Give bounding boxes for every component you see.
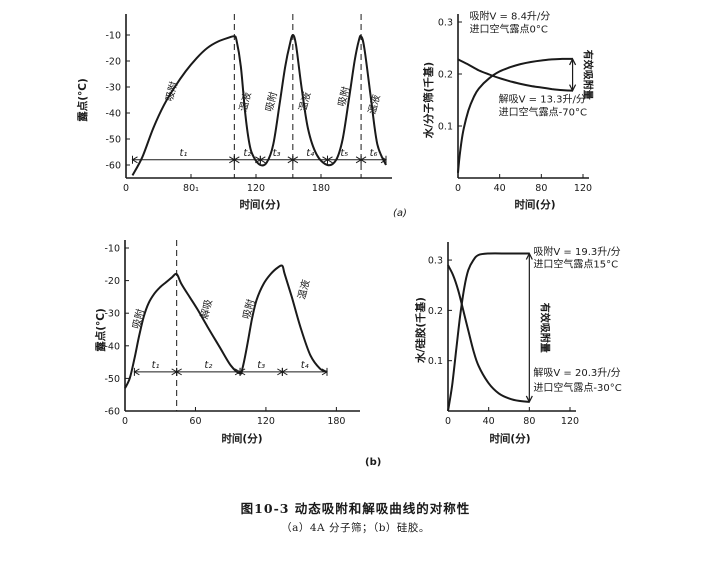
y-axis-title: 露点(°C)	[94, 308, 107, 352]
y-axis-title: 水/分子筛(千基)	[422, 62, 435, 139]
x-axis-title: 时间(分)	[221, 432, 262, 445]
segment-label: 吸附	[335, 85, 353, 108]
x-tick-label: 120	[257, 416, 275, 427]
bracket-arrowhead-bottom	[525, 395, 533, 404]
x-tick-label: 120	[247, 183, 265, 194]
y-tick-label: -40	[105, 109, 121, 120]
x-tick-label: 180	[327, 416, 345, 427]
interval-label: t₃	[273, 148, 281, 159]
segment-label: 温液	[365, 93, 383, 116]
chart-b-right-capacity: 0 40 80 120 0.1 0.2 0.3 时间(分) 水/硅胶(千基) 吸附V = 19.3…	[414, 242, 622, 445]
y-axis-title: 露点(°C)	[76, 78, 89, 122]
bracket-label: 有效吸附量	[538, 303, 551, 353]
x-tick-label: 80	[523, 416, 535, 427]
bracket-arrowhead-top	[525, 252, 533, 260]
y-tick-label: -50	[105, 135, 121, 146]
condition-note: 进口空气露点0°C	[469, 22, 547, 35]
y-axis-title: 水/硅胶(千基)	[414, 297, 427, 364]
x-tick-label: 60	[189, 416, 201, 427]
y-tick-label: -60	[105, 161, 121, 172]
interval-label: t₆	[370, 148, 378, 159]
y-tick-label: -10	[104, 244, 120, 255]
y-tick-label: -20	[105, 57, 121, 68]
panel-label-a: (a)	[393, 208, 407, 219]
condition-note: 进口空气露点15°C	[533, 258, 618, 271]
segment-label: 吸附	[240, 298, 258, 321]
series-line-1	[447, 264, 530, 403]
y-tick-label: -20	[104, 276, 120, 287]
bracket-arrowhead-bottom	[569, 84, 577, 92]
chart-b-left-dewpoint: 0 60 120 180 -10 -20 -30 -40 -50 -60 时间(分) 露点(°C) t₁…	[94, 240, 360, 445]
x-tick-label: 40	[483, 416, 495, 427]
y-tick-label: -30	[104, 309, 120, 320]
x-tick-label: 80	[535, 183, 547, 194]
x-axis-title: 时间(分)	[489, 432, 530, 445]
condition-note: 进口空气露点-30°C	[533, 381, 621, 394]
condition-note: 吸附V = 8.4升/分	[469, 9, 550, 22]
x-tick-label: 0	[445, 416, 451, 427]
condition-note: 解吸V = 13.3升/分	[499, 93, 586, 106]
bracket-arrowhead-top	[569, 57, 577, 66]
segment-label: 吸附	[163, 80, 181, 103]
chart-a-left-dewpoint: 0 80₁ 120 180 -10 -20 -30 -40 -50 -60 时间(分) 露点(°C) t…	[76, 14, 392, 211]
condition-note: 解吸V = 20.3升/分	[533, 366, 620, 379]
segment-label: 温液	[236, 90, 254, 113]
x-axis-title: 时间(分)	[514, 198, 555, 211]
series-line-0	[124, 264, 328, 389]
segment-label: 温液	[295, 278, 313, 301]
figure-caption-title: 图10-3 动态吸附和解吸曲线的对称性	[240, 501, 471, 516]
y-tick-label: 0.1	[428, 356, 443, 367]
x-tick-label: 80₁	[183, 183, 199, 194]
y-tick-label: 0.2	[428, 306, 443, 317]
y-tick-label: -60	[104, 407, 120, 418]
condition-note: 进口空气露点-70°C	[499, 106, 587, 119]
x-tick-label: 180	[312, 183, 330, 194]
y-tick-label: -10	[105, 31, 121, 42]
y-tick-label: 0.1	[438, 122, 453, 133]
segment-label: 吸附	[262, 90, 280, 113]
figure-caption-subtitle: （a）4A 分子筛；（b）硅胶。	[281, 522, 430, 534]
y-tick-label: -30	[105, 83, 121, 94]
interval-label: t₁	[152, 360, 160, 371]
segment-label: 吸附	[129, 307, 147, 330]
x-tick-label: 0	[455, 183, 461, 194]
panel-label-b: (b)	[365, 457, 381, 468]
interval-label: t₁	[179, 148, 187, 159]
segment-label: 温液	[296, 90, 314, 113]
y-tick-label: -40	[104, 341, 120, 352]
interval-label: t₄	[306, 148, 314, 159]
y-tick-label: 0.3	[438, 18, 453, 29]
y-tick-label: -50	[104, 374, 120, 385]
y-tick-label: 0.3	[428, 256, 443, 267]
x-axis-title: 时间(分)	[239, 198, 280, 211]
y-tick-label: 0.2	[438, 70, 453, 81]
interval-label: t₃	[257, 360, 265, 371]
series-line-1	[457, 57, 573, 173]
x-tick-label: 120	[561, 416, 579, 427]
x-tick-label: 0	[123, 183, 129, 194]
interval-label: t₂	[204, 360, 212, 371]
series-line-0	[447, 252, 530, 412]
x-tick-label: 0	[122, 416, 128, 427]
interval-label: t₅	[340, 148, 348, 159]
bracket-label: 有效吸附量	[582, 50, 595, 100]
segment-label: 解吸	[197, 298, 215, 321]
chart-a-right-capacity: 0 40 80 120 0.1 0.2 0.3 时间(分) 水/分子筛(千基) 吸附V = 8.4…	[422, 9, 595, 211]
series-line-0	[457, 58, 573, 92]
x-tick-label: 40	[494, 183, 506, 194]
interval-label: t₄	[301, 360, 309, 371]
x-tick-label: 120	[574, 183, 592, 194]
series-line-0	[131, 33, 387, 176]
condition-note: 吸附V = 19.3升/分	[533, 245, 620, 258]
interval-label: t₂	[243, 148, 251, 159]
